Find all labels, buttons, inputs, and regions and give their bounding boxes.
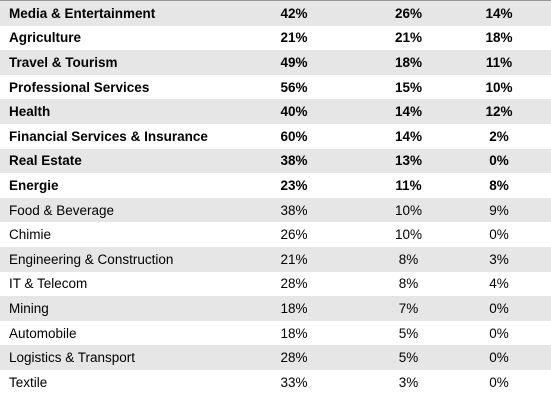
sector-name-cell: Health [0,99,218,124]
sector-name-cell: Chimie [9,227,52,243]
value-cell-2: 18% [370,50,447,75]
value-cell-3: 12% [447,99,551,124]
value-cell-1: 33% [280,374,308,390]
table-row: Professional Services 56% 15% 10% [0,75,551,100]
value-cell-1: 60% [280,128,308,144]
value-cell-3: 0% [447,345,551,370]
table-row: Agriculture 21% 21% 18% [0,26,551,51]
value-cell-2: 3% [398,374,419,390]
value-cell-2: 8% [370,246,447,272]
value-cell-3: 2% [489,128,509,144]
value-cell-1: 38% [218,197,370,223]
value-cell-2: 14% [370,99,447,124]
value-cell-1: 23% [280,177,308,193]
value-cell-3: 4% [489,276,509,292]
value-cell-1: 18% [218,296,370,321]
value-cell-3: 18% [485,30,513,46]
value-cell-3: 0% [447,148,551,174]
value-cell-1: 28% [280,276,308,292]
sector-name-cell: Engineering & Construction [0,246,218,272]
value-cell-2: 15% [394,79,423,95]
sector-name-cell: Energie [9,177,59,193]
table-row: Automobile 18% 5% 0% [0,321,551,346]
value-cell-3: 10% [485,79,513,95]
value-cell-2: 5% [370,345,447,370]
table-row: Textile 33% 3% 0% [0,370,551,395]
table-row: Real Estate 38% 13% 0% [0,148,551,174]
table-row: Chimie 26% 10% 0% [0,222,551,247]
table-row: IT & Telecom 28% 8% 4% [0,272,551,297]
value-cell-3: 0% [489,325,509,341]
table-row: Engineering & Construction 21% 8% 3% [0,246,551,272]
table-row: Food & Beverage 38% 10% 9% [0,197,551,223]
value-cell-1: 18% [280,325,308,341]
value-cell-3: 8% [489,177,509,193]
sector-name-cell: Financial Services & Insurance [9,128,208,144]
value-cell-1: 56% [280,79,308,95]
table-row: Financial Services & Insurance 60% 14% 2% [0,124,551,149]
value-cell-2: 7% [370,296,447,321]
table-row: Logistics & Transport 28% 5% 0% [0,345,551,370]
sector-name-cell: Textile [9,374,48,390]
value-cell-3: 0% [447,296,551,321]
value-cell-2: 8% [398,276,419,292]
value-cell-1: 21% [280,30,308,46]
value-cell-1: 42% [218,0,370,26]
table-row: Travel & Tourism 49% 18% 11% [0,50,551,75]
sector-name-cell: Agriculture [9,30,82,46]
value-cell-3: 0% [489,227,509,243]
value-cell-2: 11% [395,177,422,193]
value-cell-3: 9% [447,197,551,223]
value-cell-1: 26% [280,227,308,243]
value-cell-2: 26% [370,0,447,26]
sector-name-cell: Media & Entertainment [0,0,218,26]
table-row: Media & Entertainment 42% 26% 14% [0,0,551,26]
value-cell-2: 10% [394,227,423,243]
sector-name-cell: Travel & Tourism [0,50,218,75]
value-cell-2: 21% [394,30,423,46]
sector-name-cell: Automobile [9,325,77,341]
sector-name-cell: Professional Services [9,79,150,95]
sector-name-cell: Food & Beverage [0,197,218,223]
value-cell-2: 13% [370,148,447,174]
value-cell-1: 28% [218,345,370,370]
value-cell-1: 49% [218,50,370,75]
sector-name-cell: IT & Telecom [9,276,88,292]
sector-name-cell: Logistics & Transport [0,345,218,370]
value-cell-1: 40% [218,99,370,124]
value-cell-1: 38% [218,148,370,174]
value-cell-2: 5% [398,325,419,341]
sector-name-cell: Mining [0,296,218,321]
value-cell-3: 3% [447,246,551,272]
table-row: Mining 18% 7% 0% [0,296,551,321]
value-cell-1: 21% [218,246,370,272]
value-cell-3: 0% [489,374,509,390]
table-row: Energie 23% 11% 8% [0,173,551,198]
value-cell-3: 14% [447,0,551,26]
value-cell-3: 11% [447,50,551,75]
table-row: Health 40% 14% 12% [0,99,551,124]
sector-name-cell: Real Estate [0,148,218,174]
value-cell-2: 14% [394,128,423,144]
value-cell-2: 10% [370,197,447,223]
